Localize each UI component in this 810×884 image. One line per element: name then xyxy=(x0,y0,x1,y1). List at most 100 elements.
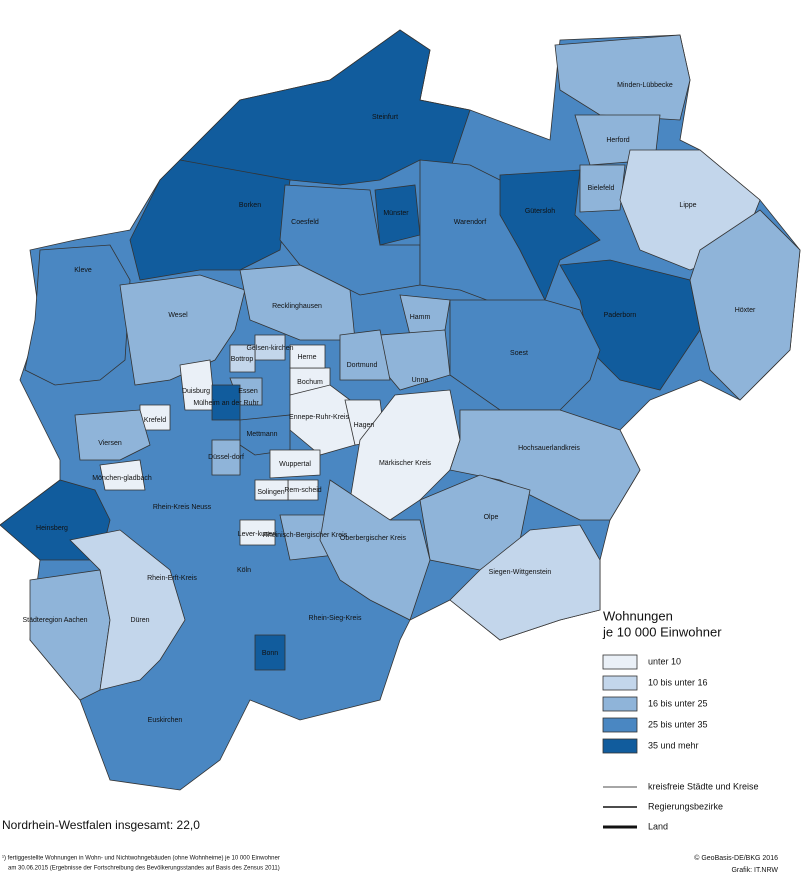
region-label: Steinfurt xyxy=(372,114,398,121)
total: Nordrhein-Westfalen insgesamt: 22,0 xyxy=(2,818,200,832)
region-label: Unna xyxy=(412,377,429,384)
legend-label: 16 bis unter 25 xyxy=(648,698,708,708)
region xyxy=(554,34,691,121)
region xyxy=(449,299,601,411)
region-label: Kleve xyxy=(74,267,92,274)
legend-swatch xyxy=(602,696,638,712)
region-label: Gütersloh xyxy=(525,208,555,215)
region-label: Hochsauerlandkreis xyxy=(518,445,580,452)
legend-swatch xyxy=(602,675,638,691)
region-label: Coesfeld xyxy=(291,219,319,226)
region-label: Bielefeld xyxy=(588,185,615,192)
region-label: Lippe xyxy=(679,202,696,209)
region xyxy=(24,244,131,386)
region-label: Märkischer Kreis xyxy=(379,460,432,467)
region xyxy=(449,409,641,521)
region xyxy=(579,164,626,213)
region xyxy=(269,449,321,479)
region-label: Euskirchen xyxy=(148,717,183,724)
region xyxy=(99,459,146,491)
region-label: Rheinisch-Bergischer Kreis xyxy=(263,532,348,539)
region-label: Siegen-Wittgenstein xyxy=(489,569,552,576)
region xyxy=(254,479,289,501)
region-label: Düssel-dorf xyxy=(208,454,244,461)
region-label: Olpe xyxy=(484,514,499,521)
region-label: Münster xyxy=(383,210,409,217)
region xyxy=(319,479,431,621)
region-label: Wuppertal xyxy=(279,461,311,468)
region-label: Hamm xyxy=(410,314,431,321)
region-label: Lever-kusen xyxy=(238,531,277,538)
region xyxy=(211,439,241,476)
region-label: Herne xyxy=(297,354,316,361)
legend-label: unter 10 xyxy=(648,656,681,666)
region xyxy=(499,169,601,301)
footnote: am 30.06.2015 (Ergebnisse der Fortschrei… xyxy=(8,866,280,872)
legend-label: kreisfreie Städte und Kreise xyxy=(648,781,759,791)
region-label: Rhein-Erft-Kreis xyxy=(147,575,197,582)
region-label: Heinsberg xyxy=(36,525,68,532)
region-label: Warendorf xyxy=(454,219,486,226)
region xyxy=(69,529,186,691)
credit: © GeoBasis-DE/BKG 2016 xyxy=(694,854,778,862)
region-label: Solingen xyxy=(257,489,284,496)
region xyxy=(239,519,276,546)
region-label: Rhein-Kreis Neuss xyxy=(153,504,212,511)
map xyxy=(0,29,801,791)
legend-label: 10 bis unter 16 xyxy=(648,677,708,687)
region-label: Wesel xyxy=(168,312,188,319)
region-label: Dortmund xyxy=(347,362,378,369)
region-label: Köln xyxy=(237,567,251,574)
region-label: Rhein-Sieg-Kreis xyxy=(309,615,362,622)
region-label: Bottrop xyxy=(231,356,254,363)
region xyxy=(254,634,286,671)
region xyxy=(74,409,151,461)
region-label: Ennepe-Ruhr-Kreis xyxy=(289,414,349,421)
region xyxy=(129,159,291,281)
legend-label: 35 und mehr xyxy=(648,740,699,750)
region-label: Mülheim an der Ruhr xyxy=(193,400,259,407)
region-label: Mönchen-gladbach xyxy=(92,475,152,482)
region-label: Paderborn xyxy=(604,312,637,319)
region-label: Bonn xyxy=(262,650,278,657)
legend-swatch xyxy=(602,717,638,733)
region-label: Borken xyxy=(239,202,261,209)
region xyxy=(449,524,601,641)
region-label: Minden-Lübbecke xyxy=(617,82,673,89)
legend-swatch xyxy=(602,654,638,670)
region-label: Soest xyxy=(510,350,528,357)
region-label: Oberbergischer Kreis xyxy=(340,535,407,542)
region xyxy=(689,209,801,401)
credit: Grafik: IT.NRW xyxy=(731,867,778,874)
region-label: Düren xyxy=(130,617,149,624)
legend-boundaries: kreisfreie Städte und Kreise Regierungsbe… xyxy=(603,781,759,831)
region-label: Duisburg xyxy=(182,388,210,395)
region xyxy=(229,344,256,373)
region-label: Recklinghausen xyxy=(272,303,322,310)
region-label: Hagen xyxy=(354,422,375,429)
region-labels: Steinfurt Borken Coesfeld Münster Warendorf M… xyxy=(23,82,756,724)
region-label: Viersen xyxy=(98,440,122,447)
region-label: Krefeld xyxy=(144,417,166,424)
region xyxy=(119,274,246,386)
legend-label: Land xyxy=(648,821,668,831)
region-label: Herford xyxy=(606,137,629,144)
footnote: ¹) fertiggestellte Wohnungen in Wohn- un… xyxy=(2,856,280,862)
region-label: Städteregion Aachen xyxy=(23,617,88,624)
region xyxy=(339,329,391,381)
region xyxy=(289,344,326,369)
region xyxy=(29,569,111,701)
region-label: Gelsen-kirchen xyxy=(246,345,293,352)
legend-title: Wohnungen xyxy=(603,608,673,623)
legend-subtitle: je 10 000 Einwohner xyxy=(602,624,722,639)
legend-classes: unter 10 10 bis unter 16 16 bis unter 25 25… xyxy=(602,654,708,754)
region-label: Rem-scheid xyxy=(284,487,321,494)
region-label: Mettmann xyxy=(246,431,277,438)
legend-swatch xyxy=(602,738,638,754)
legend-label: 25 bis unter 35 xyxy=(648,719,708,729)
region-label: Essen xyxy=(238,388,258,395)
region-label: Höxter xyxy=(735,307,756,314)
legend-label: Regierungsbezirke xyxy=(648,801,723,811)
region-label: Bochum xyxy=(297,379,323,386)
